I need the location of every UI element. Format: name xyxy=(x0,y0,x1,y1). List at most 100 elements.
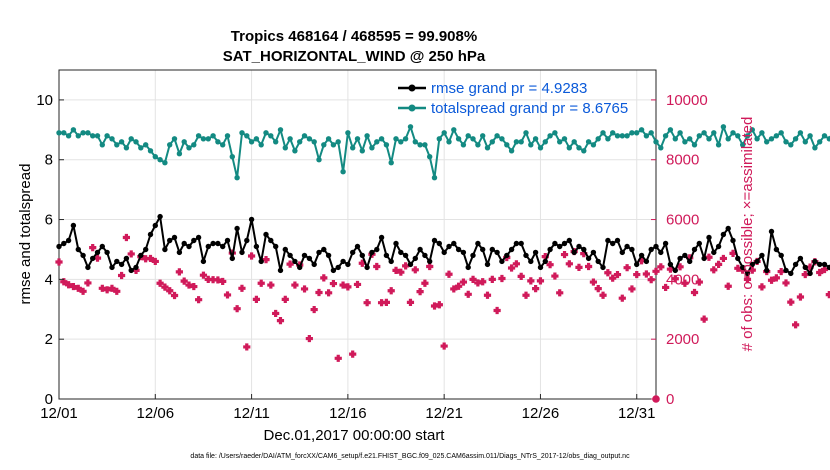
rmse-point xyxy=(470,252,476,259)
rmse-point xyxy=(696,240,702,247)
spread-point xyxy=(65,133,72,139)
spread-point xyxy=(364,133,370,139)
spread-point xyxy=(263,130,269,136)
spread-point xyxy=(345,130,351,136)
spread-point xyxy=(653,139,659,145)
rmse-point xyxy=(812,258,818,265)
spread-point xyxy=(85,130,91,136)
spread-point xyxy=(614,133,621,139)
obs-point xyxy=(180,277,188,285)
rmse-point xyxy=(94,249,101,256)
rmse-point xyxy=(667,261,674,268)
obs-point xyxy=(825,291,830,299)
y-tick-label: 6 xyxy=(45,212,53,229)
x-tick-label: 12/26 xyxy=(522,405,560,422)
obs-point xyxy=(74,284,82,292)
obs-point xyxy=(700,315,708,323)
spread-point xyxy=(629,130,635,136)
spread-point xyxy=(398,139,404,145)
obs-point xyxy=(792,321,800,329)
obs-point xyxy=(748,266,756,274)
spread-point xyxy=(465,133,471,139)
rmse-point xyxy=(706,234,712,241)
spread-point xyxy=(282,145,288,151)
rmse-point xyxy=(311,261,317,268)
rmse-point xyxy=(735,255,741,262)
rmse-point xyxy=(725,225,731,232)
rmse-point xyxy=(662,240,669,247)
spread-point xyxy=(128,136,134,142)
spread-point xyxy=(744,133,751,139)
spread-point xyxy=(528,142,534,148)
rmse-point xyxy=(350,249,356,256)
spread-point xyxy=(667,127,674,133)
rmse-point xyxy=(610,240,616,247)
x-axis-ticks: 12/01 12/06 12/11 12/16 12/21 12/26 12/31 xyxy=(40,394,656,422)
obs-point xyxy=(103,286,111,294)
rmse-point xyxy=(451,240,457,247)
rmse-point xyxy=(248,216,255,223)
obs-point xyxy=(527,277,535,285)
rmse-point xyxy=(643,258,650,265)
spread-point xyxy=(205,136,211,142)
spread-point xyxy=(94,133,101,139)
rmse-point xyxy=(480,246,486,253)
obs-point xyxy=(430,302,439,310)
rmse-point xyxy=(118,261,125,268)
rmse-point xyxy=(181,240,187,247)
spread-point xyxy=(446,139,452,145)
rmse-point xyxy=(518,240,524,247)
rmse-point xyxy=(499,258,505,265)
rmse-point xyxy=(162,246,168,253)
rmse-point xyxy=(475,240,481,247)
rmse-point xyxy=(292,258,298,265)
obs-point xyxy=(498,274,506,283)
rmse-point xyxy=(383,252,390,259)
spread-point xyxy=(494,133,500,139)
obs-point xyxy=(146,254,155,263)
obs-point xyxy=(594,285,602,293)
spread-point xyxy=(297,139,303,145)
obs-point xyxy=(536,277,545,285)
y-tick-label: 2 xyxy=(45,331,53,348)
obs-point xyxy=(681,279,689,287)
rmse-point xyxy=(749,261,755,268)
rmse-point xyxy=(215,240,221,247)
rmse-point xyxy=(325,252,332,259)
spread-point xyxy=(706,136,712,142)
rmse-point xyxy=(330,267,337,274)
obs-point xyxy=(233,305,241,313)
spread-point xyxy=(508,148,515,154)
obs-point xyxy=(127,250,135,258)
obs-point xyxy=(98,284,106,292)
spread-point xyxy=(484,145,491,151)
rmse-point xyxy=(205,243,211,250)
obs-point xyxy=(117,271,126,280)
obs-point xyxy=(411,266,419,274)
y-tick-label: 4 xyxy=(45,271,53,288)
spread-point xyxy=(378,136,385,142)
spread-point xyxy=(70,127,77,133)
obs-point xyxy=(185,281,193,289)
spread-point xyxy=(306,136,313,142)
spread-point xyxy=(792,136,799,142)
spread-point xyxy=(186,145,192,151)
obs-point xyxy=(455,282,463,290)
spread-point xyxy=(826,136,830,142)
obs-point xyxy=(272,309,280,318)
obs-point xyxy=(325,289,333,297)
obs-point xyxy=(238,284,246,292)
spread-point xyxy=(725,136,731,142)
spread-point xyxy=(778,130,784,136)
spread-point xyxy=(191,142,197,148)
spread-point xyxy=(104,133,110,139)
rmse-point xyxy=(585,255,592,262)
rmse-point xyxy=(258,258,264,265)
rmse-point xyxy=(778,252,784,259)
spread-point xyxy=(489,139,495,145)
rmse-point xyxy=(508,246,515,253)
rmse-point xyxy=(301,252,308,259)
rmse-point xyxy=(220,243,226,250)
spread-point xyxy=(687,136,693,142)
spread-point xyxy=(61,130,67,136)
